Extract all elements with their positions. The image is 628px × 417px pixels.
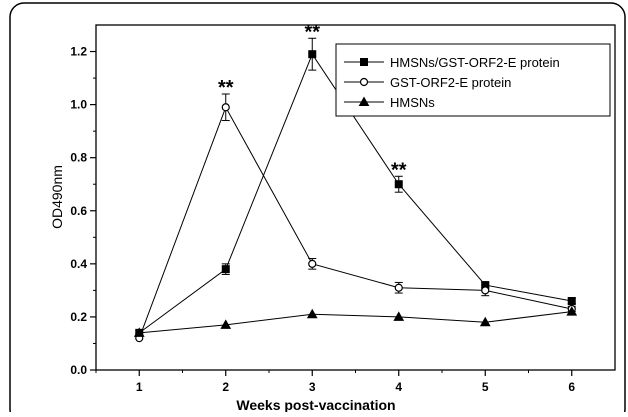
x-tick-label: 5 [482,380,489,394]
legend-marker [359,77,369,87]
series-line [138,106,572,339]
series-2 [135,93,576,343]
data-point [221,103,230,112]
y-tick-label: 0.2 [70,310,87,324]
x-axis-label: Weeks post-vaccination [236,397,395,412]
figure-border [9,2,626,417]
data-point [394,283,403,292]
y-tick-label: 1.2 [70,45,87,59]
legend-marker [360,58,368,66]
series-layer [133,37,578,343]
data-point [308,259,317,268]
data-point [481,286,490,295]
legend-label: HMSNs/GST-ORF2-E protein [390,55,560,70]
data-point [308,50,317,59]
axes: 1 2 3 4 5 6 0.0 0.2 0.4 0.6 0.8 1.0 1.2 [70,45,575,394]
data-point [221,265,230,274]
annotation-layer: ** ** ** [218,21,407,181]
data-point [479,316,491,327]
y-tick-label: 1.0 [70,98,87,112]
data-point [133,327,145,337]
x-tick-label: 6 [568,380,575,394]
legend-label: HMSNs [390,95,435,110]
data-point [567,297,576,305]
data-point [394,180,403,189]
significance-annotation: ** [304,21,320,43]
significance-annotation: ** [218,77,234,99]
x-tick-label: 3 [309,380,316,394]
legend-box [335,43,611,117]
data-point [306,308,318,319]
data-point [393,311,405,321]
significance-annotation: ** [391,159,407,181]
x-tick-label: 1 [136,380,143,394]
y-tick-label: 0.4 [70,257,87,271]
series-line [138,53,572,334]
data-point [566,306,578,316]
series-3 [133,306,578,337]
legend-marker [358,96,370,106]
y-tick-label: 0.0 [70,363,87,377]
legend-label: GST-ORF2-E protein [390,75,511,90]
series-line [139,311,572,334]
y-tick-label: 0.6 [70,204,87,218]
y-tick-label: 0.8 [70,151,87,165]
y-axis-label: OD490nm [49,165,65,229]
x-tick-label: 2 [222,380,229,394]
x-tick-label: 4 [395,380,402,394]
data-point [220,319,232,329]
legend: HMSNs/GST-ORF2-E protein GST-ORF2-E prote… [335,43,611,117]
